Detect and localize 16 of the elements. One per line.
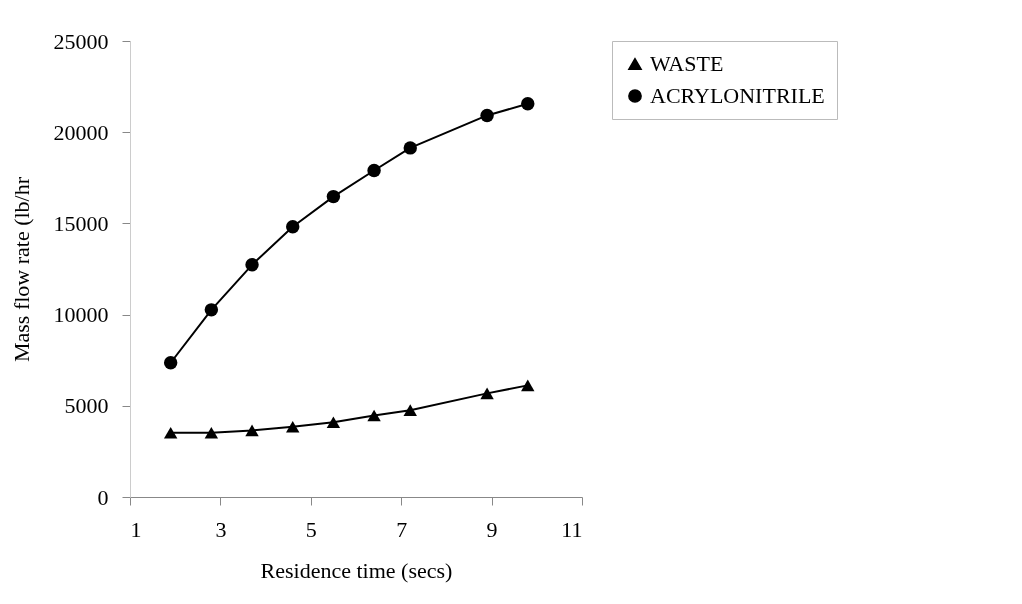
y-tick-label: 25000 — [53, 28, 109, 54]
x-tick-label: 3 — [215, 516, 227, 542]
y-tick-label: 10000 — [53, 302, 109, 328]
y-tick-label: 15000 — [53, 210, 109, 236]
x-tick-label: 11 — [561, 516, 583, 542]
x-tick-label: 9 — [486, 516, 498, 542]
y-tick-label: 20000 — [53, 119, 109, 145]
legend-label: ACRYLONITRILE — [650, 83, 825, 108]
x-tick-label: 5 — [305, 516, 317, 542]
y-axis-title: Mass flow rate (lb/hr — [8, 176, 34, 363]
x-tick-label: 7 — [396, 516, 408, 542]
y-tick-label: 5000 — [64, 393, 109, 419]
x-tick-label: 1 — [130, 516, 142, 542]
legend-label: WASTE — [650, 51, 724, 76]
y-tick-label: 0 — [97, 484, 109, 510]
x-axis-title: Residence time (secs) — [260, 557, 453, 583]
